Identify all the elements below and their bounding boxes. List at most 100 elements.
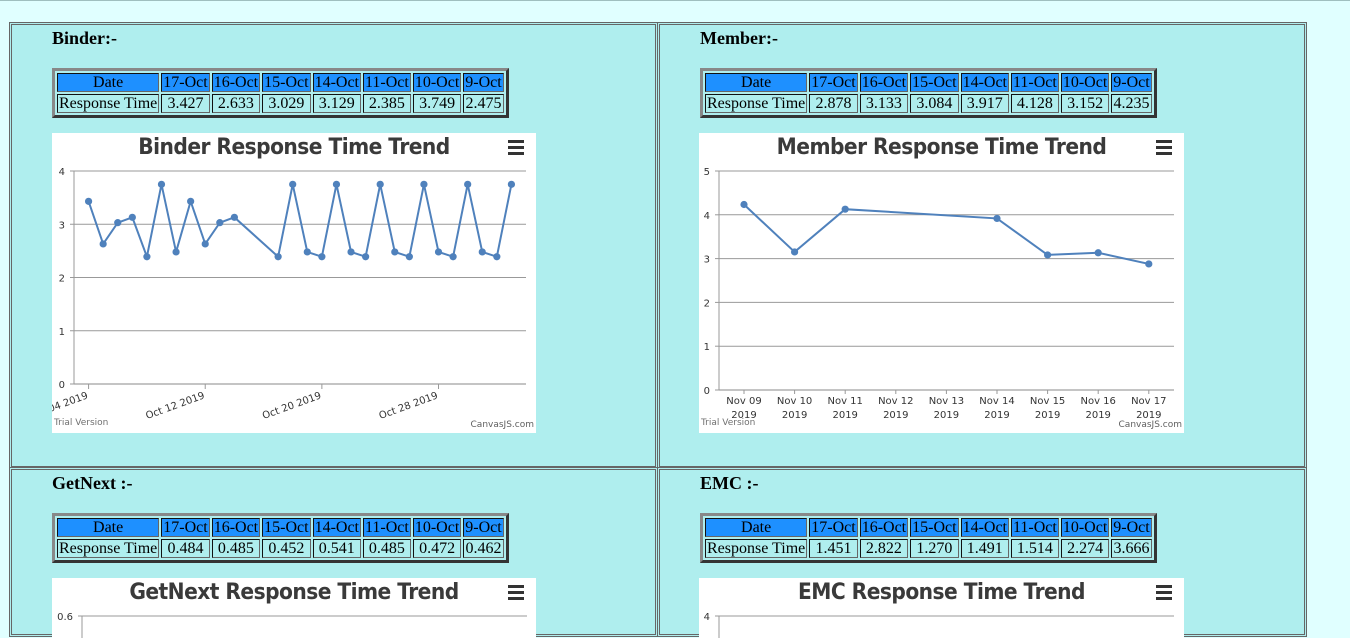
hamburger-menu-icon[interactable] bbox=[508, 140, 524, 155]
table-header-cell: 14-Oct bbox=[960, 518, 1009, 537]
response-time-table: Date 17-Oct 16-Oct 15-Oct 14-Oct 11-Oct … bbox=[700, 513, 1157, 563]
chart-plot: 4 bbox=[704, 612, 1174, 638]
table-header-cell: 11-Oct bbox=[363, 518, 411, 537]
hamburger-menu-icon[interactable] bbox=[508, 585, 524, 600]
table-cell: Response Time bbox=[57, 539, 160, 558]
chart-title: EMC Response Time Trend bbox=[798, 580, 1086, 605]
table-cell: 3.152 bbox=[1060, 94, 1110, 113]
data-point bbox=[362, 253, 370, 261]
table-cell: 1.451 bbox=[809, 539, 858, 558]
table-cell: 2.475 bbox=[463, 94, 504, 113]
response-time-table: Date 17-Oct 16-Oct 15-Oct 14-Oct 11-Oct … bbox=[52, 513, 509, 563]
chart-title: Member Response Time Trend bbox=[776, 135, 1107, 160]
x-tick-label: Nov 11 bbox=[827, 396, 862, 407]
data-point bbox=[1094, 249, 1102, 257]
table-header-cell: 9-Oct bbox=[463, 518, 504, 537]
y-tick-label: 4 bbox=[59, 167, 65, 178]
data-point bbox=[216, 219, 224, 227]
x-tick-label: Oct 20 2019 bbox=[261, 390, 323, 421]
table-cell: 4.235 bbox=[1111, 94, 1152, 113]
table-cell: 3.427 bbox=[161, 94, 210, 113]
data-point bbox=[791, 248, 799, 256]
table-cell: 1.491 bbox=[960, 539, 1009, 558]
data-point bbox=[420, 180, 428, 188]
table-header-cell: 10-Oct bbox=[412, 73, 462, 92]
table-header-cell: 9-Oct bbox=[1111, 518, 1152, 537]
table-cell: 3.917 bbox=[960, 94, 1009, 113]
table-row: Response Time 3.427 2.633 3.029 3.129 2.… bbox=[57, 94, 504, 113]
hamburger-menu-icon[interactable] bbox=[1156, 585, 1172, 600]
data-point bbox=[464, 180, 472, 188]
table-header-cell: 16-Oct bbox=[859, 518, 909, 537]
table-cell: 2.822 bbox=[859, 539, 909, 558]
data-point bbox=[99, 240, 107, 248]
table-row: Response Time 2.878 3.133 3.084 3.917 4.… bbox=[705, 94, 1152, 113]
panel-heading: Member:- bbox=[700, 28, 778, 48]
table-cell: 2.878 bbox=[809, 94, 858, 113]
data-point bbox=[391, 248, 399, 256]
table-cell: Response Time bbox=[705, 94, 808, 113]
x-tick-label: 2019 bbox=[1085, 410, 1110, 421]
table-cell: Response Time bbox=[57, 94, 160, 113]
y-tick-label: 1 bbox=[59, 327, 65, 338]
table-header-row: Date 17-Oct 16-Oct 15-Oct 14-Oct 11-Oct … bbox=[705, 73, 1152, 92]
chart-title: Binder Response Time Trend bbox=[138, 135, 450, 160]
table-header-cell: 16-Oct bbox=[859, 73, 909, 92]
table-header-cell: 9-Oct bbox=[1111, 73, 1152, 92]
panel-heading: GetNext :- bbox=[52, 473, 133, 493]
data-point bbox=[289, 180, 297, 188]
emc-chart: EMC Response Time Trend 4 bbox=[699, 578, 1184, 638]
data-point bbox=[303, 248, 311, 256]
y-tick-label: 2 bbox=[704, 298, 710, 309]
chart-plot: 0 1 2 3 4 5 Nov 09 2019 Nov 10 2019 Nov 11 2019 Nov … bbox=[704, 167, 1174, 421]
table-cell: 0.452 bbox=[262, 539, 311, 558]
x-tick-label: Nov 17 bbox=[1131, 396, 1166, 407]
table-cell: 1.270 bbox=[910, 539, 959, 558]
data-point bbox=[449, 253, 457, 261]
x-tick-label: Oct 12 2019 bbox=[144, 390, 206, 421]
x-tick-label: Nov 12 bbox=[878, 396, 913, 407]
y-tick-label: 4 bbox=[704, 612, 710, 623]
response-time-table: Date 17-Oct 16-Oct 15-Oct 14-Oct 11-Oct … bbox=[52, 68, 509, 118]
table-header-cell: 14-Oct bbox=[960, 73, 1009, 92]
x-tick-label: 2019 bbox=[782, 410, 807, 421]
table-cell: 3.749 bbox=[412, 94, 462, 113]
data-point bbox=[230, 213, 238, 221]
top-border bbox=[0, 0, 1350, 1]
trial-watermark: Trial Version bbox=[701, 418, 756, 428]
canvasjs-credit-link[interactable]: CanvasJS.com bbox=[470, 420, 534, 430]
response-time-table: Date 17-Oct 16-Oct 15-Oct 14-Oct 11-Oct … bbox=[700, 68, 1157, 118]
x-tick-label: Nov 10 bbox=[777, 396, 812, 407]
table-header-cell: 15-Oct bbox=[910, 73, 959, 92]
trial-watermark: Trial Version bbox=[54, 418, 109, 428]
x-tick-label: 2019 bbox=[1136, 410, 1161, 421]
table-cell: 3.084 bbox=[910, 94, 959, 113]
hamburger-menu-icon[interactable] bbox=[1156, 140, 1172, 155]
data-point bbox=[114, 219, 122, 227]
chart-title: GetNext Response Time Trend bbox=[129, 580, 459, 605]
series-line bbox=[743, 203, 1150, 265]
data-point bbox=[201, 240, 209, 248]
y-tick-label: 0 bbox=[59, 380, 65, 391]
x-tick-label: 2019 bbox=[832, 410, 857, 421]
y-tick-label: 3 bbox=[704, 255, 710, 266]
table-header-cell: 14-Oct bbox=[312, 73, 361, 92]
data-point bbox=[493, 253, 501, 261]
table-cell: Response Time bbox=[705, 539, 808, 558]
data-point bbox=[740, 200, 748, 209]
x-tick-label: Nov 15 bbox=[1030, 396, 1065, 407]
table-cell: 0.485 bbox=[211, 539, 261, 558]
canvasjs-credit-link[interactable]: CanvasJS.com bbox=[1118, 420, 1182, 430]
data-point bbox=[347, 248, 355, 256]
data-point bbox=[478, 248, 486, 256]
table-cell: 2.633 bbox=[211, 94, 261, 113]
x-tick-label: 2019 bbox=[984, 410, 1009, 421]
panel-heading: EMC :- bbox=[700, 473, 759, 493]
table-header-cell: 10-Oct bbox=[1060, 73, 1110, 92]
y-tick-label: 1 bbox=[704, 342, 710, 353]
table-cell: 1.514 bbox=[1011, 539, 1059, 558]
table-header-cell: 15-Oct bbox=[910, 518, 959, 537]
data-point bbox=[84, 197, 93, 205]
table-header-cell: 10-Oct bbox=[412, 518, 462, 537]
table-header-cell: 11-Oct bbox=[363, 73, 411, 92]
